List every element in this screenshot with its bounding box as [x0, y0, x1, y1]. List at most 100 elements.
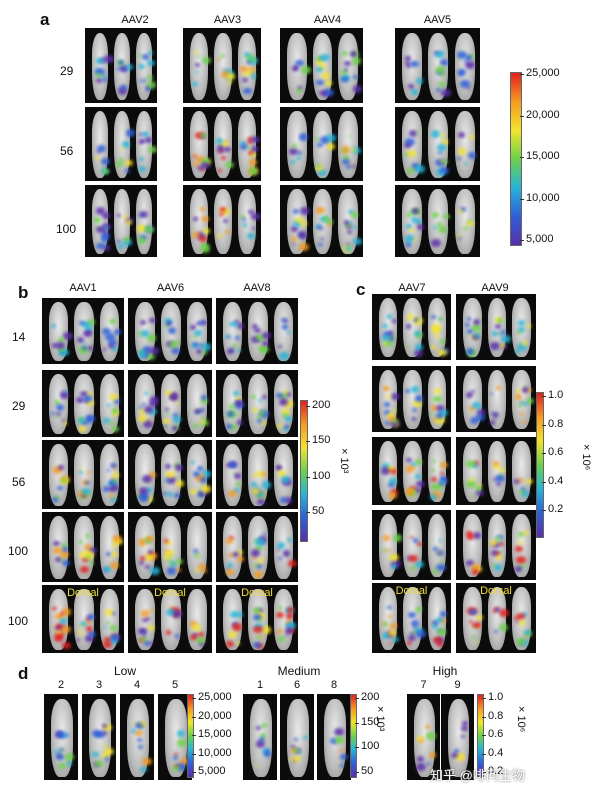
signal-spot [250, 152, 256, 157]
signal-spot [439, 339, 446, 344]
signal-spot [164, 324, 169, 329]
signal-spot [405, 138, 415, 146]
signal-spot [118, 60, 125, 66]
signal-spot [138, 225, 145, 231]
signal-spot [82, 320, 93, 329]
signal-spot [223, 146, 231, 153]
panel-d-tile [243, 694, 277, 780]
signal-spot [227, 348, 234, 354]
signal-spot [499, 343, 506, 349]
signal-spot [277, 606, 282, 610]
signal-spot [469, 478, 474, 483]
signal-spot [96, 242, 105, 250]
signal-spot [389, 337, 394, 342]
signal-spot [122, 67, 127, 71]
signal-spot [163, 554, 170, 560]
dorsal-label: Dorsal [241, 587, 273, 599]
signal-spot [141, 538, 145, 542]
panel-b-colorbar-tick-label: 100 [312, 469, 331, 482]
panel-b-colorbar [300, 400, 308, 542]
panel-d-high-colorbar-tick-label: 0.2 [488, 765, 504, 777]
signal-spot [174, 634, 180, 638]
signal-spot [351, 57, 362, 66]
signal-spot [466, 86, 470, 89]
signal-spot [216, 146, 226, 154]
signal-spot [247, 139, 254, 145]
signal-spot [276, 548, 280, 552]
signal-spot [250, 549, 261, 557]
signal-spot [143, 640, 150, 646]
signal-spot [245, 68, 255, 76]
signal-spot [416, 480, 425, 488]
panel-b-tile: Dorsal [216, 585, 298, 653]
signal-spot [295, 749, 302, 754]
panel-d-high-colorbar-tick-mark [482, 772, 486, 773]
panel-d-high-exponent: × 10⁶ [515, 706, 527, 733]
panel-b-label: b [18, 283, 29, 302]
signal-spot [440, 476, 448, 482]
signal-spot [442, 159, 448, 164]
signal-spot [105, 608, 115, 617]
signal-spot [138, 406, 143, 409]
signal-spot [125, 129, 136, 137]
signal-spot [164, 408, 169, 412]
mouse-silhouette [403, 441, 422, 503]
signal-spot [350, 212, 358, 218]
signal-spot [194, 62, 201, 68]
signal-spot [251, 212, 261, 221]
signal-spot [412, 408, 418, 412]
signal-spot [255, 485, 259, 489]
signal-spot [109, 462, 117, 469]
signal-spot [139, 556, 145, 561]
signal-spot [245, 145, 250, 150]
signal-spot [254, 408, 258, 412]
signal-spot [174, 464, 184, 471]
panel-b-colorbar-tick-mark [306, 406, 310, 407]
signal-spot [82, 342, 87, 345]
signal-spot [240, 143, 249, 150]
signal-spot [281, 476, 290, 484]
signal-spot [411, 89, 418, 95]
signal-spot [436, 484, 443, 490]
signal-spot [262, 533, 267, 537]
panel-a-tile [85, 185, 157, 257]
panel-b-tile [128, 298, 212, 364]
signal-spot [193, 334, 197, 338]
mouse-silhouette [487, 587, 507, 651]
panel-d-medium-colorbar-tick-label: 100 [361, 740, 380, 753]
signal-spot [283, 319, 289, 323]
signal-spot [138, 561, 144, 566]
signal-spot [62, 546, 68, 552]
signal-spot [101, 211, 111, 219]
panel-d-tile [407, 694, 440, 780]
signal-spot [425, 761, 430, 765]
signal-spot [415, 78, 423, 84]
signal-spot [301, 66, 311, 74]
signal-spot [499, 467, 505, 473]
signal-spot [226, 80, 233, 85]
signal-spot [523, 531, 529, 536]
panel-d-low-colorbar-tick-label: 15,000 [198, 728, 232, 740]
signal-spot [113, 328, 122, 336]
mouse-silhouette [223, 374, 243, 435]
panel-a-tile [395, 185, 480, 257]
signal-spot [191, 81, 198, 87]
signal-spot [149, 347, 159, 355]
signal-spot [229, 322, 234, 327]
signal-spot [319, 226, 323, 230]
signal-spot [198, 491, 205, 497]
signal-spot [228, 535, 234, 540]
signal-spot [433, 636, 443, 644]
signal-spot [283, 426, 290, 432]
signal-spot [191, 460, 196, 465]
signal-spot [520, 400, 525, 405]
panel-b-colorbar-tick-label: 200 [312, 399, 331, 411]
signal-spot [526, 388, 532, 393]
signal-spot [236, 642, 240, 645]
signal-spot [193, 548, 198, 553]
signal-spot [103, 640, 113, 648]
panel-d-tile [317, 694, 351, 780]
signal-spot [353, 85, 363, 93]
signal-spot [91, 751, 99, 757]
panel-a-row-29: 29 [60, 64, 74, 78]
